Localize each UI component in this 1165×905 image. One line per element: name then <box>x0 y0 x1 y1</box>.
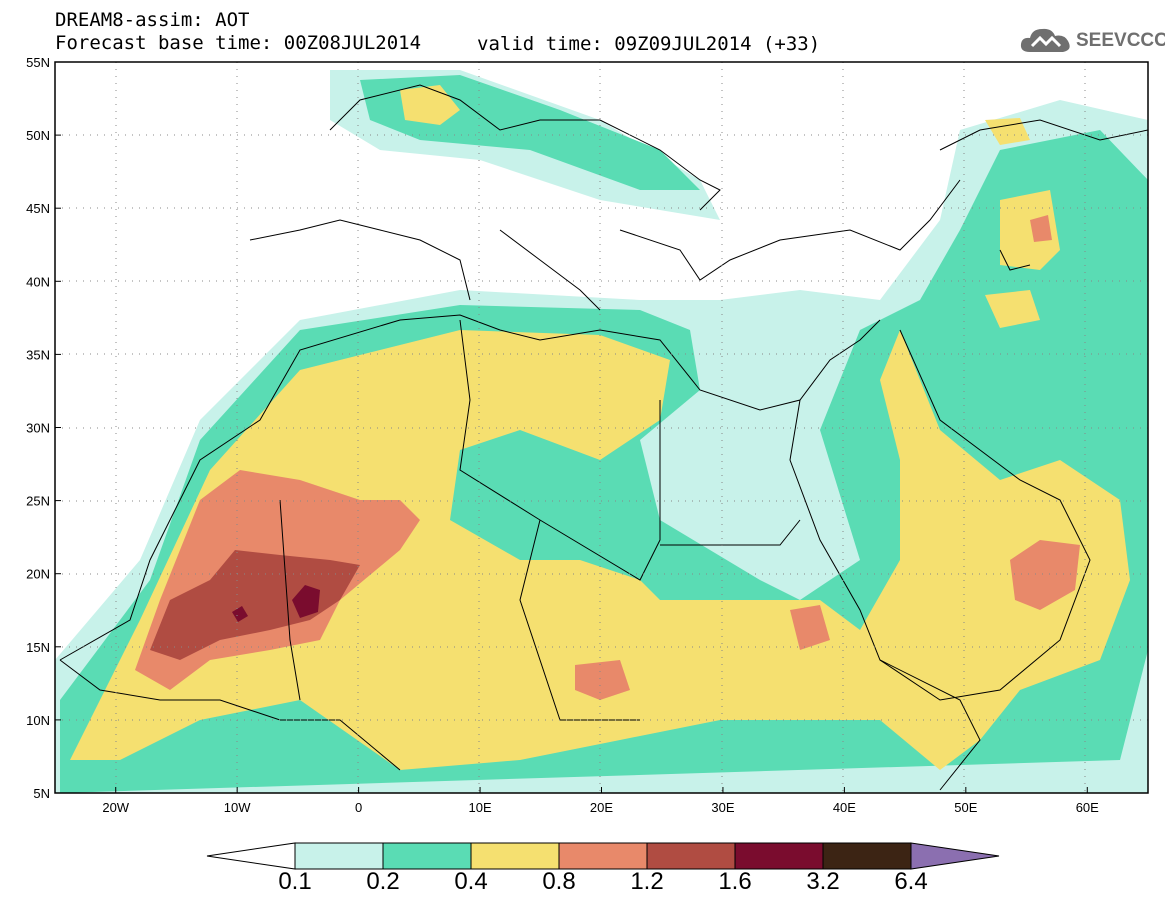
cloud-icon <box>1020 28 1070 52</box>
lon-label: 60E <box>1076 800 1099 815</box>
lat-label: 25N <box>26 494 50 509</box>
logo-text: SEEVCCC <box>1076 30 1165 51</box>
lat-label: 55N <box>26 55 50 70</box>
colorbar-label: 0.4 <box>454 868 488 895</box>
colorbar-swatch <box>294 842 384 870</box>
map-title: DREAM8-assim: AOT <box>55 9 250 31</box>
lat-label: 5N <box>33 786 50 801</box>
lat-label: 15N <box>26 640 50 655</box>
lat-label: 20N <box>26 567 50 582</box>
lon-label: 10W <box>224 800 251 815</box>
seevccc-logo: SEEVCCC <box>1018 24 1165 58</box>
colorbar-high-arrow <box>910 842 1000 870</box>
lon-label: 20W <box>102 800 129 815</box>
colorbar-low-arrow <box>206 842 296 870</box>
aot-contours <box>55 70 1148 793</box>
lon-label: 20E <box>590 800 613 815</box>
colorbar-swatch <box>382 842 472 870</box>
colorbar-label: 1.2 <box>630 868 664 895</box>
coastlines <box>59 84 1148 791</box>
colorbar-swatch <box>646 842 736 870</box>
axis-labels: 55N 50N 45N 40N 35N 30N 25N 20N 15N 10N 5N 20W 10W 0 1… <box>26 55 1099 815</box>
colorbar-swatch <box>822 842 912 870</box>
colorbar-swatch <box>558 842 648 870</box>
valid-time: valid time: 09Z09JUL2014 (+33) <box>477 33 821 55</box>
colorbar-label: 0.1 <box>278 868 312 895</box>
colorbar-label: 0.2 <box>366 868 400 895</box>
colorbar-label: 3.2 <box>806 868 840 895</box>
graticule <box>55 62 1148 793</box>
lat-label: 45N <box>26 201 50 216</box>
lat-label: 30N <box>26 421 50 436</box>
colorbar-label: 6.4 <box>894 868 928 895</box>
lat-label: 10N <box>26 713 50 728</box>
lon-label: 0 <box>355 800 362 815</box>
lat-label: 40N <box>26 274 50 289</box>
colorbar-swatch <box>470 842 560 870</box>
lat-label: 35N <box>26 347 50 362</box>
lon-label: 10E <box>468 800 491 815</box>
colorbar-swatch <box>734 842 824 870</box>
lon-label: 50E <box>954 800 977 815</box>
forecast-base-time: Forecast base time: 00Z08JUL2014 <box>55 32 422 54</box>
colorbar-label: 0.8 <box>542 868 576 895</box>
lon-label: 30E <box>711 800 734 815</box>
colorbar-label: 1.6 <box>718 868 752 895</box>
lat-label: 50N <box>26 128 50 143</box>
lon-label: 40E <box>833 800 856 815</box>
